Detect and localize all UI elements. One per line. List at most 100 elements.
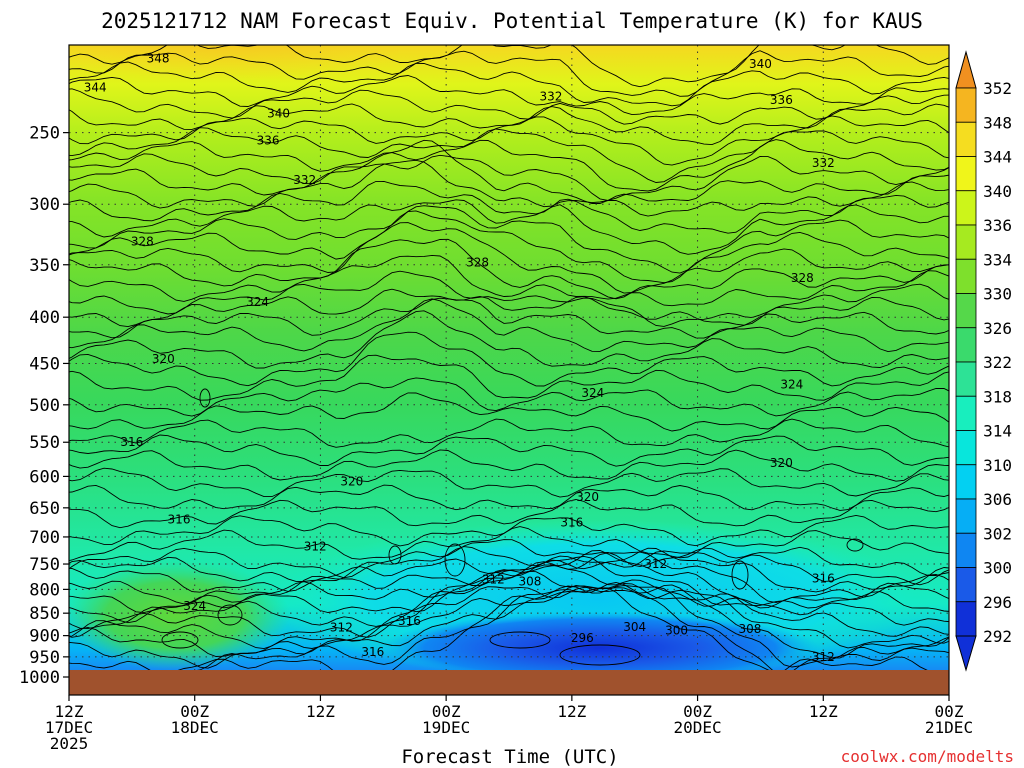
contour-label: 320 [340, 475, 363, 489]
contour-label: 336 [770, 93, 793, 107]
contour-label: 304 [623, 620, 646, 634]
contour-lines [69, 45, 949, 684]
credit-text: coolwx.com/modelts [841, 747, 1014, 766]
contour-line [69, 587, 949, 684]
contour-line [69, 570, 949, 638]
contour-line [69, 377, 949, 417]
contour-label: 340 [749, 57, 772, 71]
contour-line [69, 127, 949, 183]
colorbar-tick-label: 348 [983, 113, 1012, 132]
contour-line [69, 526, 949, 561]
x-tick-label: 17DEC [45, 718, 93, 737]
contour-line [69, 546, 949, 586]
x-tick-label: 20DEC [673, 718, 721, 737]
y-tick-label: 250 [29, 124, 60, 144]
colorbar-swatch [955, 293, 977, 329]
colorbar-tick-label: 300 [983, 559, 1012, 578]
colorbar-tick-label: 302 [983, 524, 1012, 543]
y-tick-label: 350 [29, 256, 60, 276]
x-tick-label: 12Z [809, 702, 838, 721]
y-tick-label: 900 [29, 627, 60, 647]
plot-area: 348 344 340 336 332 328 324 320 316 320 316 312 324 3… [69, 45, 949, 695]
contour-line [69, 222, 949, 294]
x-tick-label: 18DEC [171, 718, 219, 737]
contour-closed [489, 631, 551, 649]
contour-label: 332 [539, 89, 562, 103]
contour-line [69, 585, 949, 669]
y-tick-label: 600 [29, 467, 60, 487]
contour-line [69, 449, 949, 482]
colorbar-swatch [955, 464, 977, 500]
y-axis: 250 300 350 400 450 500 550 600 650 700 750 800 850 9… [19, 124, 69, 688]
colorbar-swatch [955, 532, 977, 568]
colorbar-tick-label: 334 [983, 250, 1012, 269]
contour-line [69, 45, 949, 88]
colorbar-extend-bottom [955, 635, 977, 672]
contour-labels: 348 344 340 336 332 328 324 320 316 320 316 312 324 3… [84, 52, 835, 664]
contour-line [69, 180, 949, 234]
contour-label: 312 [482, 572, 505, 586]
colorbar-tick-label: 296 [983, 593, 1012, 612]
x-tick-label: 19DEC [422, 718, 470, 737]
contour-closed [199, 388, 211, 408]
colorbar-tick-label: 336 [983, 216, 1012, 235]
colorbar-tick-label: 322 [983, 353, 1012, 372]
y-tick-label: 400 [29, 308, 60, 328]
contour-line [69, 115, 949, 166]
contour-label: 336 [257, 133, 280, 147]
contour-line [69, 199, 949, 255]
x-tick-label: 00Z [180, 702, 209, 721]
contour-line [69, 205, 949, 274]
contour-line [69, 467, 949, 498]
contour-line [69, 297, 949, 339]
contour-label: 308 [738, 622, 761, 636]
contour-line [69, 310, 949, 369]
contour-line [69, 159, 949, 217]
contour-line [69, 254, 949, 307]
contour-label: 312 [330, 621, 353, 635]
contour-closed [846, 538, 864, 552]
contour-line [69, 539, 949, 579]
y-tick-label: 700 [29, 528, 60, 548]
contour-label: 312 [304, 539, 327, 553]
contour-line [69, 238, 949, 300]
low-level-cold-core [380, 612, 820, 684]
ground-surface [69, 670, 949, 695]
grid-lines [69, 45, 949, 670]
colorbar-tick-label: 352 [983, 79, 1012, 98]
colorbar: 352 348 344 340 336 334 330 326 322 318 314 310 306 3… [955, 50, 1012, 672]
contour-label: 328 [466, 256, 489, 270]
x-tick-label: 12Z [306, 702, 335, 721]
contour-line [69, 418, 949, 448]
contour-line [69, 392, 949, 432]
x-tick-label: 00Z [683, 702, 712, 721]
colorbar-tick-label: 340 [983, 182, 1012, 201]
colorbar-tick-label: 318 [983, 387, 1012, 406]
contour-label: 312 [644, 557, 667, 571]
x-tick-label: 00Z [935, 702, 964, 721]
colorbar-swatch [955, 601, 977, 637]
chart-title: 2025121712 NAM Forecast Equiv. Potential… [101, 9, 923, 33]
contour-label: 332 [812, 156, 835, 170]
contour-line [69, 331, 949, 387]
contour-closed [161, 631, 199, 649]
contour-label: 320 [576, 490, 599, 504]
contour-line [69, 50, 949, 97]
colorbar-swatch [955, 156, 977, 192]
contour-line [69, 434, 949, 467]
colorbar-swatch [955, 224, 977, 260]
y-tick-label: 950 [29, 648, 60, 668]
colorbar-swatch [955, 327, 977, 363]
contour-label: 312 [812, 650, 835, 664]
contour-label: 316 [168, 513, 191, 527]
colorbar-swatch [955, 190, 977, 226]
contour-line [69, 61, 949, 107]
contour-line [69, 484, 949, 511]
upper-warm-core [69, 45, 400, 105]
colorbar-swatch [955, 395, 977, 431]
contour-label: 316 [120, 435, 143, 449]
x-tick-label: 00Z [432, 702, 461, 721]
contour-label: 324 [183, 599, 206, 613]
